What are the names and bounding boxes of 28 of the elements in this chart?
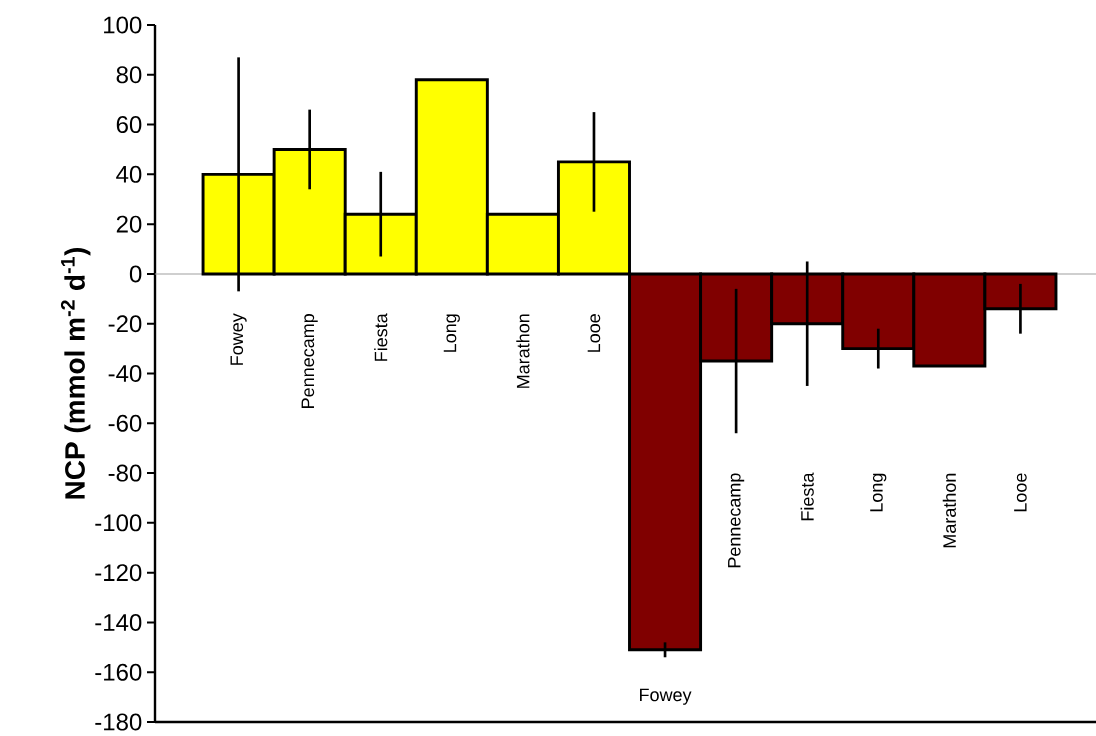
x-tick-label: Marathon [942, 473, 956, 548]
y-tick-label: 80 [116, 66, 142, 84]
y-tick-label: 0 [129, 265, 142, 283]
x-tick-label: Looe [1014, 473, 1027, 512]
y-tick-label: -120 [95, 564, 142, 582]
x-tick-label: Long [870, 473, 887, 512]
y-tick-label: -160 [95, 663, 142, 681]
y-tick-label: -140 [95, 613, 142, 631]
x-tick-label: Fiesta [800, 472, 814, 521]
x-tick-label: Pennecamp [301, 314, 318, 408]
y-tick-label: -20 [108, 315, 142, 333]
x-tick-label: Long [443, 314, 460, 352]
y-tick-label: 100 [104, 16, 142, 34]
y-tick-label: -60 [108, 414, 142, 432]
y-tick-label: -180 [95, 713, 142, 731]
x-tick-label: Looe [587, 314, 601, 352]
y-tick-label: 60 [116, 116, 142, 134]
y-tick-label: -40 [108, 364, 142, 382]
x-tick-label: Marathon [516, 314, 530, 388]
y-tick-label: 40 [116, 165, 142, 183]
x-tick-label: Fiesta [374, 313, 388, 361]
x-tick-label: Fowey [640, 688, 692, 705]
y-tick-label: -100 [95, 514, 142, 532]
y-tick-label: 20 [116, 215, 142, 233]
y-axis-title: NCP (mmol m$^{-2}$ d$^{-1}$) [60, 247, 91, 499]
y-tick-label: -80 [108, 464, 142, 482]
x-tick-label: Pennecamp [728, 473, 745, 568]
x-tick-label: Fowey [230, 313, 247, 365]
